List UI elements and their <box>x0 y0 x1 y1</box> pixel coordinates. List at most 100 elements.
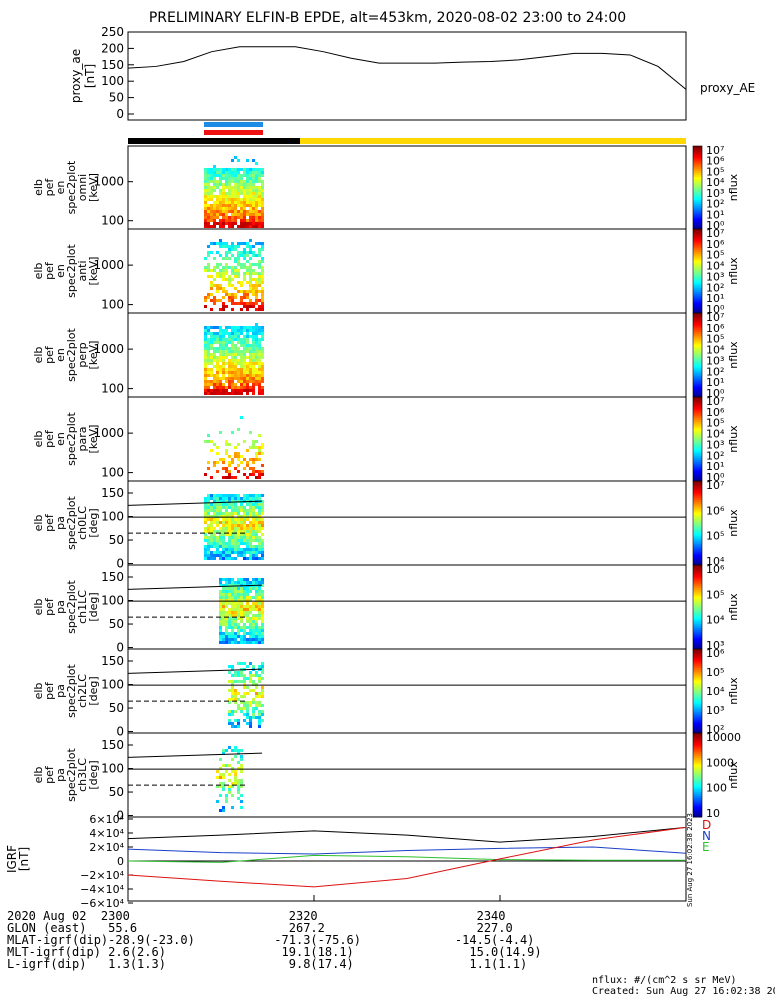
pa-ch3-cell <box>234 773 237 776</box>
pa-ch2-cell <box>261 704 264 707</box>
pa-ch0-cell <box>255 536 258 539</box>
spec-anti-cell <box>249 287 252 290</box>
spec-perp-cell <box>255 377 258 380</box>
pa-ch3-cell <box>240 770 243 773</box>
pa-ch0-cell <box>234 524 237 527</box>
pa-ch1-cell <box>234 608 237 611</box>
pa-ch1-cell <box>252 632 255 635</box>
spec-anti-cell <box>231 278 234 281</box>
spec-omni-cell <box>207 192 210 195</box>
pa-ch1-cell <box>228 581 231 584</box>
spec-perp-cell <box>234 368 237 371</box>
spec-omni-cell <box>216 207 219 210</box>
spec-perp-cell <box>246 362 249 365</box>
spec-omni-cell <box>246 177 249 180</box>
spec-anti-cell <box>255 287 258 290</box>
spec-perp-cell <box>204 332 207 335</box>
pa-ch1-cell <box>255 578 258 581</box>
pa-ch0-cell <box>219 512 222 515</box>
spec-omni-cell <box>249 174 252 177</box>
spec-perp-cell <box>204 386 207 389</box>
pa-ch0-cell <box>213 503 216 506</box>
spec-perp-cell <box>204 359 207 362</box>
pa-ch0-cell <box>249 503 252 506</box>
spec-para-colorbar-step <box>693 462 702 465</box>
spec-omni-cell <box>243 195 246 198</box>
pa-ch2-cell <box>261 689 264 692</box>
spec-perp-cell <box>225 371 228 374</box>
pa-ch0-cell <box>255 524 258 527</box>
spec-anti-cell <box>222 245 225 248</box>
pa-ch3-cell <box>237 791 240 794</box>
spec-perp-cell <box>225 389 228 392</box>
pa-ch1-cell <box>243 587 246 590</box>
pa-ch0-cell <box>228 533 231 536</box>
spec-para-cell <box>225 467 228 470</box>
igrf-legend-D: D <box>702 818 711 832</box>
spec-omni-cell <box>204 225 207 228</box>
pa-ch0-cell <box>252 533 255 536</box>
pa-ch0-cell <box>246 536 249 539</box>
spec-omni-cell <box>210 189 213 192</box>
pa-ch3-colorbar-step <box>693 796 702 799</box>
pa-ch0-cell <box>258 551 261 554</box>
pa-ch1-cell <box>243 599 246 602</box>
spec-perp-cell <box>234 326 237 329</box>
spec-perp-cell <box>228 335 231 338</box>
spec-perp-colorbar-step <box>693 346 702 350</box>
spec-omni-cell <box>231 219 234 222</box>
pa-ch0-cell <box>249 545 252 548</box>
pa-ch1-cell <box>249 638 252 641</box>
spec-omni-cell <box>261 210 264 213</box>
spec-omni-cell <box>213 207 216 210</box>
pa-ch1-colorbar-step <box>693 565 702 568</box>
pa-ch0-cell <box>237 527 240 530</box>
spec-perp-colorbar-step <box>693 376 702 379</box>
pa-ch1-cell <box>237 623 240 626</box>
pa-ch1-cell <box>237 617 240 620</box>
pa-ch1-cell <box>225 638 228 641</box>
pa-ch2-cell <box>234 698 237 701</box>
pa-ch0-cell <box>258 521 261 524</box>
pa-ch0-cell <box>243 548 246 551</box>
spec-para-ylabel: spec2plot <box>65 412 78 466</box>
pa-ch0-cell <box>219 503 222 506</box>
spec-omni-cell <box>243 213 246 216</box>
spec-anti-cell <box>228 257 231 260</box>
spec-omni-colorbar-step <box>693 216 702 220</box>
spec-perp-cell <box>207 329 210 332</box>
spec-omni-cell <box>234 195 237 198</box>
spec-para-ylabel: pef <box>43 429 56 448</box>
spec-perp-colorbar-label: nflux <box>727 341 740 369</box>
spec-perp-cell <box>225 353 228 356</box>
pa-ch1-cell <box>231 620 234 623</box>
pa-ch0-colorbar-step <box>693 550 702 553</box>
pa-ch0-cell <box>204 500 207 503</box>
pa-ch0-cell <box>246 545 249 548</box>
pa-ch1-cell <box>246 587 249 590</box>
spec-para-cell <box>249 431 252 434</box>
spec-para-cell <box>213 464 216 467</box>
spec-omni-cell <box>258 195 261 198</box>
spec-anti-cell <box>210 293 213 296</box>
spec-omni-cell <box>216 180 219 183</box>
pa-ch0-cell <box>246 542 249 545</box>
spec-omni-cell <box>246 174 249 177</box>
pa-ch0-cell <box>231 530 234 533</box>
pa-ch3-colorbar-step <box>693 781 702 784</box>
pa-ch0-cell <box>213 533 216 536</box>
spec-omni-cell <box>231 192 234 195</box>
spec-omni-cell <box>261 207 264 210</box>
pa-ch0-colorbar-step <box>693 520 702 524</box>
spec-para-cell <box>240 455 243 458</box>
pa-ch0-cell <box>258 545 261 548</box>
pa-ch1-cell <box>222 638 225 641</box>
spec-anti-cell <box>204 305 207 308</box>
spec-anti-cell <box>258 242 261 245</box>
pa-ch0-ylabel: elb <box>32 515 45 532</box>
spec-omni-cell <box>255 216 258 219</box>
spec-anti-colorbar-step <box>693 296 702 299</box>
spec-perp-colorbar-step <box>693 317 702 320</box>
spec-omni-cell <box>246 213 249 216</box>
spec-omni-cell <box>216 174 219 177</box>
